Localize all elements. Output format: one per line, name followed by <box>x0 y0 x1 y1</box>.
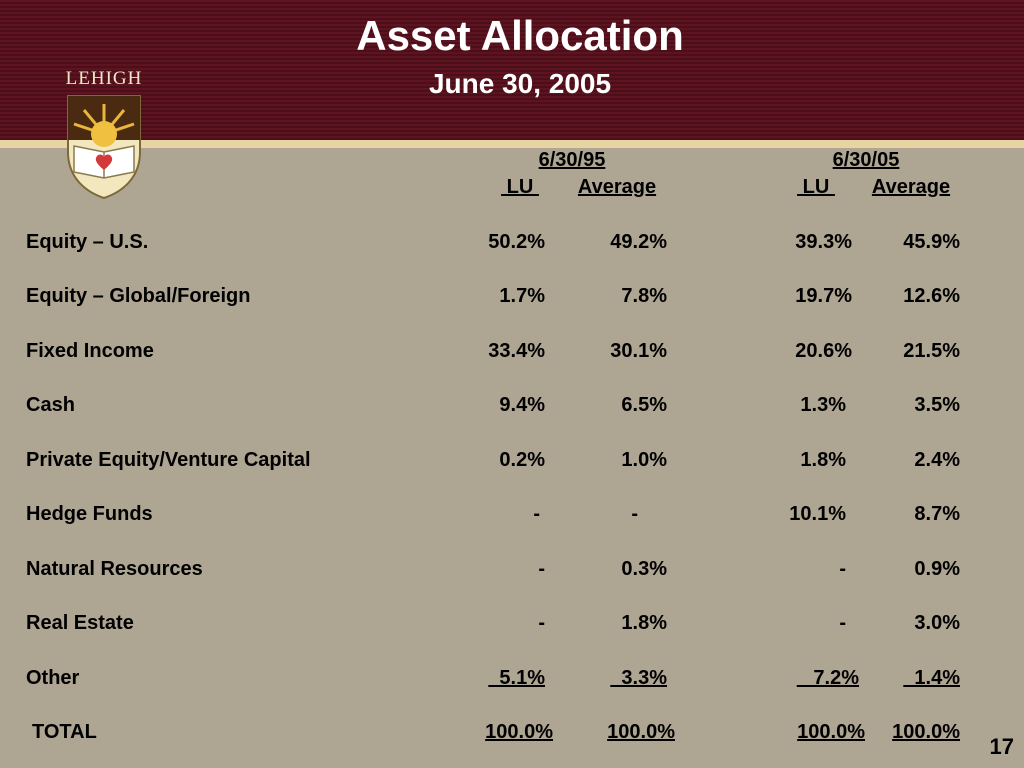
logo-wordmark: LEHIGH <box>65 68 143 89</box>
table-cell-average-1995: 7.8% <box>621 285 667 307</box>
table-cell-average-2005: 21.5% <box>903 340 960 362</box>
page-title: Asset Allocation <box>356 12 684 59</box>
table-cell-average-2005: 8.7% <box>914 503 960 525</box>
table-cell-average-1995: 1.0% <box>621 449 667 471</box>
table-cell-average-1995: - <box>631 503 638 525</box>
table-cell-average-2005: 45.9% <box>903 231 960 253</box>
table-cell-average-2005: 2.4% <box>914 449 960 471</box>
total-lu-2005: 100.0% <box>797 721 865 743</box>
table-cell-lu-2005: - <box>839 612 846 634</box>
table-cell-lu-1995: - <box>533 503 540 525</box>
row-label: Natural Resources <box>26 558 203 580</box>
table-cell-average-2005: 0.9% <box>914 558 960 580</box>
total-average-2005: 100.0% <box>892 721 960 743</box>
table-cell-lu-1995: 50.2% <box>488 231 545 253</box>
column-header-lu-2005: LU <box>797 176 835 198</box>
table-cell-lu-2005: 1.3% <box>800 394 846 416</box>
banner-divider <box>0 140 1024 148</box>
total-label: TOTAL <box>32 721 97 743</box>
total-average-1995: 100.0% <box>607 721 675 743</box>
table-cell-average-2005: 3.5% <box>914 394 960 416</box>
table-cell-lu-1995: - <box>538 612 545 634</box>
row-label: Real Estate <box>26 612 134 634</box>
table-cell-average-1995: 1.8% <box>621 612 667 634</box>
table-cell-lu-2005: 1.8% <box>800 449 846 471</box>
page-subtitle: June 30, 2005 <box>428 68 612 99</box>
row-label: Hedge Funds <box>26 503 153 525</box>
table-cell-lu-1995: 0.2% <box>499 449 545 471</box>
column-header-average-1995: Average <box>577 176 657 198</box>
column-header-lu-1995: LU <box>501 176 539 198</box>
table-cell-average-1995: 0.3% <box>621 558 667 580</box>
table-cell-average-1995: 49.2% <box>610 231 667 253</box>
table-cell-lu-1995: - <box>538 558 545 580</box>
lehigh-logo: LEHIGH <box>58 66 150 202</box>
table-cell-lu-2005: 10.1% <box>789 503 846 525</box>
table-cell-average-2005: 1.4% <box>903 667 960 689</box>
page-number: 17 <box>989 734 1014 759</box>
row-label: Cash <box>26 394 75 416</box>
table-cell-average-2005: 12.6% <box>903 285 960 307</box>
column-group-header-1995: 6/30/95 <box>538 149 606 171</box>
title-banner <box>0 0 1024 140</box>
table-cell-lu-2005: 7.2% <box>796 667 859 689</box>
table-cell-lu-1995: 5.1% <box>488 667 545 689</box>
table-cell-average-1995: 3.3% <box>610 667 667 689</box>
total-lu-1995: 100.0% <box>485 721 553 743</box>
column-group-header-2005: 6/30/05 <box>832 149 900 171</box>
table-cell-average-2005: 3.0% <box>914 612 960 634</box>
shield-crest-icon <box>67 95 141 200</box>
row-label: Fixed Income <box>26 340 154 362</box>
table-cell-lu-2005: - <box>839 558 846 580</box>
table-cell-average-1995: 6.5% <box>621 394 667 416</box>
column-header-average-2005: Average <box>871 176 951 198</box>
row-label: Equity – U.S. <box>26 231 149 253</box>
table-cell-lu-1995: 33.4% <box>488 340 545 362</box>
table-cell-lu-1995: 9.4% <box>499 394 545 416</box>
row-label: Other <box>26 667 80 689</box>
table-cell-lu-2005: 19.7% <box>795 285 852 307</box>
row-label: Equity – Global/Foreign <box>26 285 251 307</box>
row-label: Private Equity/Venture Capital <box>26 449 311 471</box>
table-cell-lu-2005: 39.3% <box>795 231 852 253</box>
table-cell-lu-2005: 20.6% <box>795 340 852 362</box>
table-cell-average-1995: 30.1% <box>610 340 667 362</box>
table-cell-lu-1995: 1.7% <box>499 285 545 307</box>
